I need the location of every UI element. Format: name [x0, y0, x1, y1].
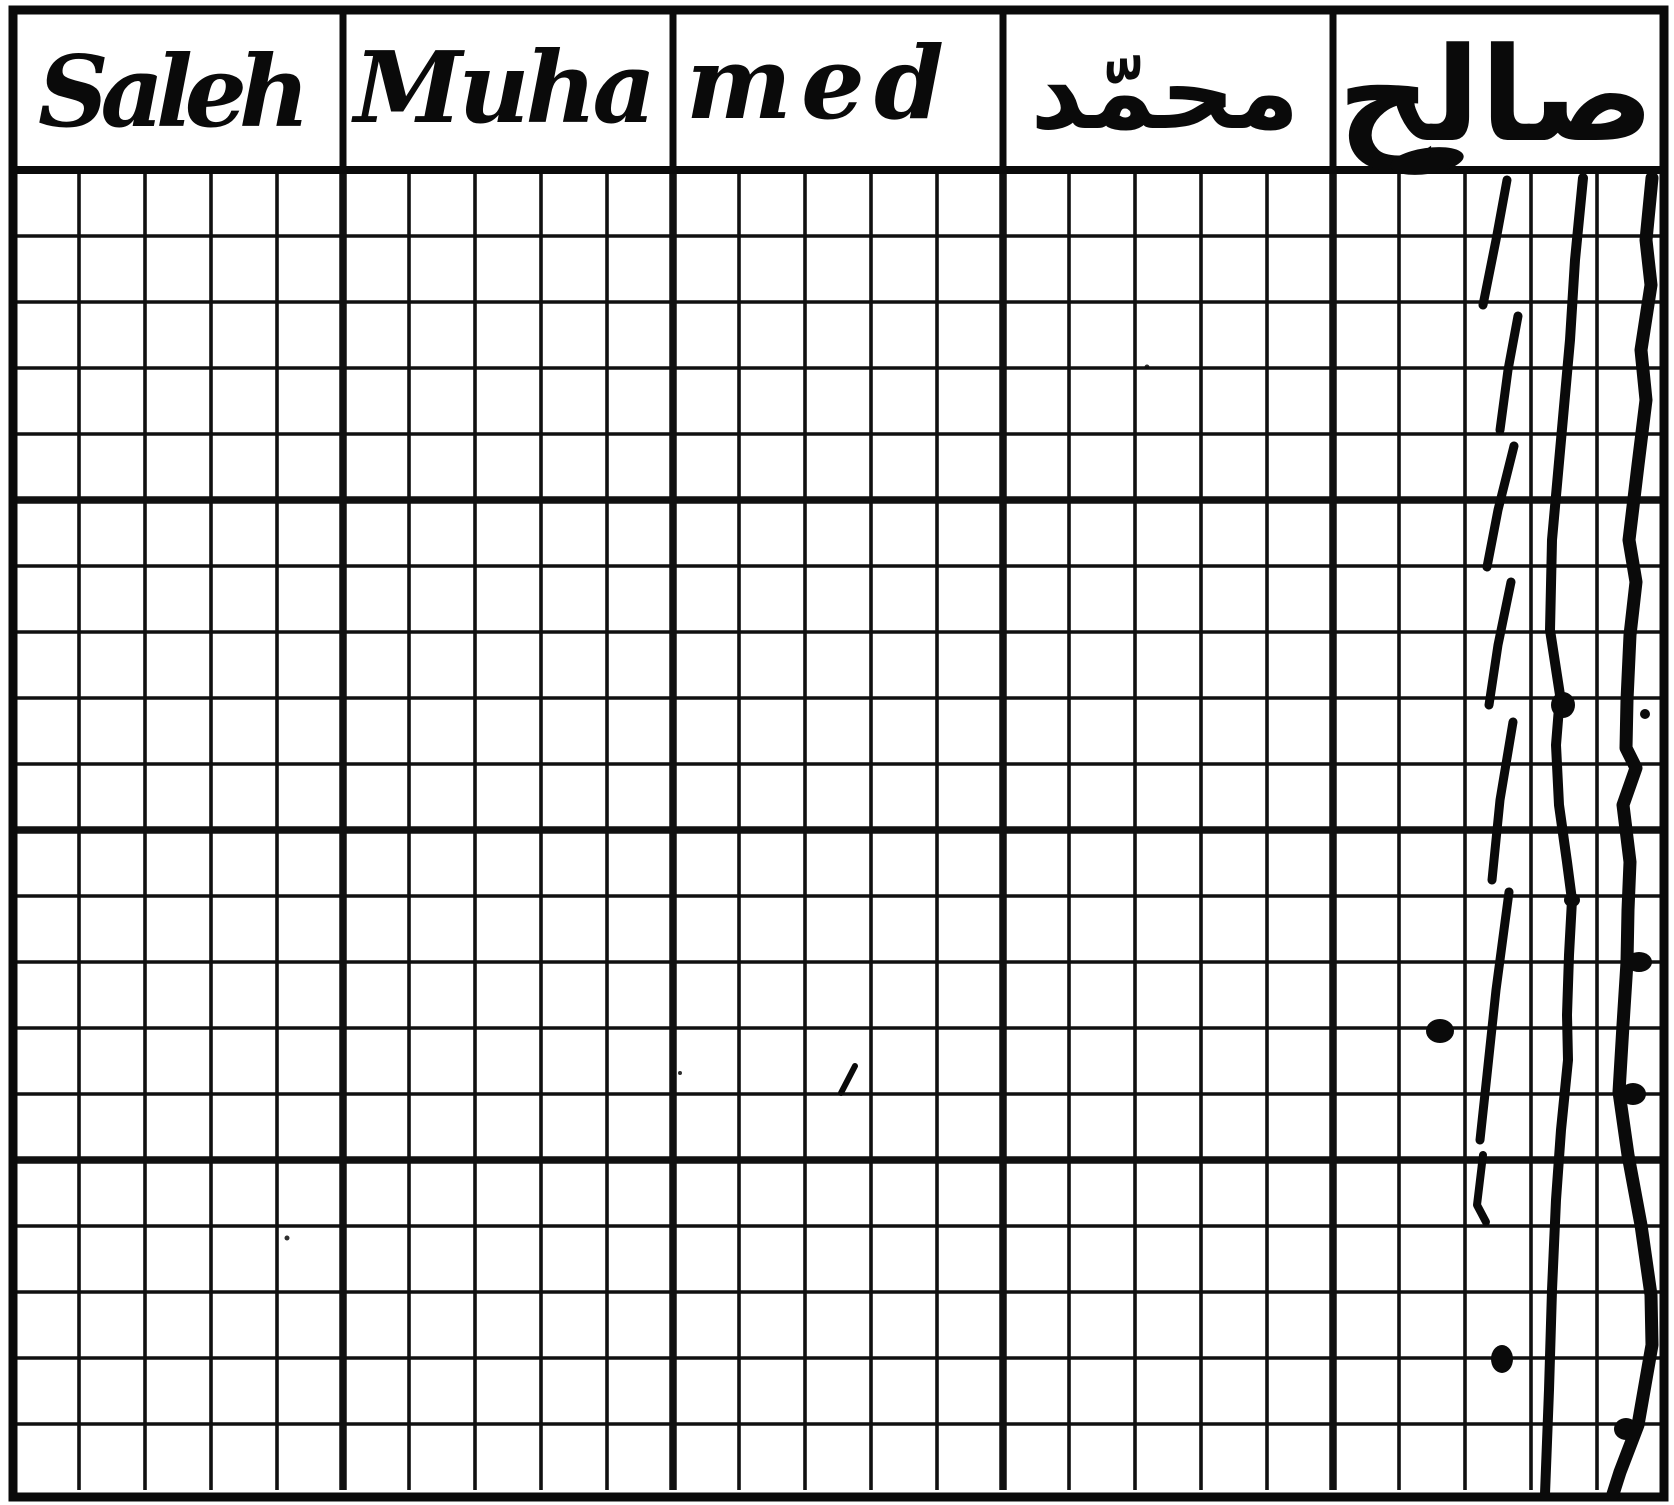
header-row-borders: [339, 10, 1337, 170]
ink-dot: [1551, 692, 1575, 718]
ink-dot: [1620, 1083, 1646, 1105]
pen-trace-trace-a-seg-3: [1482, 441, 1519, 572]
pen-trace-trace-a-seg-1: [1478, 175, 1512, 310]
paper-speck: [678, 1071, 682, 1075]
handwritten-header: Saleh Muha med محمّد صالح: [38, 19, 1654, 172]
sheet-outer-border: [8, 5, 1669, 1502]
header-label-muhammad-arabic: محمّد: [1030, 31, 1299, 153]
pen-trace-trace-a-seg-4: [1484, 577, 1516, 710]
header-label-saleh-arabic: صالح: [1338, 19, 1655, 172]
ink-dot: [1626, 952, 1652, 972]
arabic-tail-ink-blob: [1390, 147, 1464, 175]
pen-trace-trace-b: [1540, 173, 1588, 1499]
header-label-med-latin: med: [686, 24, 944, 142]
pen-ink-marks: [284, 147, 1659, 1501]
ink-dot: [1491, 1345, 1513, 1373]
graph-paper-grid: [13, 170, 1663, 1490]
pen-trace-trace-a-seg-6: [1475, 887, 1514, 1145]
pen-trace-trace-a-seg-2: [1495, 311, 1523, 435]
pen-trace-stray-slash: [838, 1063, 858, 1096]
ink-dot: [1564, 893, 1580, 907]
paper-speck: [284, 1235, 290, 1241]
header-label-saleh-latin: Saleh: [38, 35, 310, 150]
ink-dot: [1614, 1418, 1638, 1440]
pen-trace-trace-c: [1606, 171, 1659, 1501]
ink-dot: [1426, 1019, 1454, 1043]
header-label-muha-latin: Muha: [351, 31, 656, 146]
paper-speck: [1144, 364, 1150, 370]
ink-dot: [1640, 709, 1650, 719]
pen-trace-trace-a-seg-5: [1487, 717, 1518, 885]
outer-border-rect: [8, 5, 1669, 1502]
pen-trace-trace-a-seg-7: [1473, 1151, 1490, 1226]
